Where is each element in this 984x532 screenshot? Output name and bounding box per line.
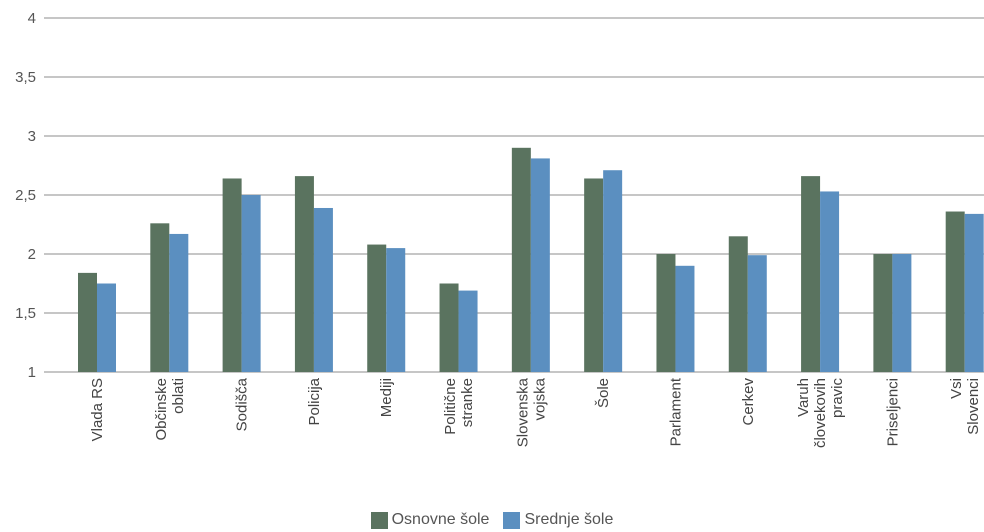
y-tick-label: 4: [28, 10, 36, 27]
x-tick-label: Parlament: [667, 377, 684, 446]
bar-osnovne: [801, 176, 821, 372]
bar-osnovne: [728, 236, 748, 372]
bar-osnovne: [78, 272, 97, 372]
bar-srednje: [241, 195, 261, 372]
x-tick-label: Občinske oblati: [153, 378, 187, 441]
y-tick-label: 1,5: [15, 305, 36, 322]
bar-osnovne: [873, 254, 893, 372]
x-tick-label-line: oblati: [170, 378, 187, 414]
legend-swatch-srednje: [503, 511, 521, 529]
x-tick-label: Vsi Slovenci: [948, 378, 982, 435]
legend-label-srednje: Srednje šole: [524, 511, 614, 528]
bar-srednje: [820, 191, 840, 372]
legend-item-osnovne: Osnovne šole: [370, 511, 490, 529]
legend: Osnovne šole Srednje šole: [0, 508, 984, 532]
x-tick-label-line: Priseljenci: [884, 378, 901, 446]
bar-osnovne: [294, 176, 314, 372]
bar-osnovne: [150, 223, 170, 372]
bar-srednje: [603, 170, 623, 372]
x-tick-label-line: Parlament: [667, 377, 684, 446]
x-tick-label-line: Slovenska: [514, 377, 531, 447]
bar-osnovne: [439, 283, 459, 372]
x-tick-label: Policija: [306, 377, 323, 425]
bar-chart: 1 1,5 2 2,5 3 3,5 4 Vlada RS Občinske oblati Sodiš…: [15, 10, 984, 449]
bar-srednje: [169, 233, 189, 372]
x-tick-label: Priseljenci: [884, 378, 901, 446]
y-tick-label: 2: [28, 246, 36, 263]
bar-srednje: [747, 255, 767, 372]
x-tick-label-line: Policija: [306, 377, 323, 425]
legend-swatch-osnovne: [370, 511, 388, 529]
x-tick-label-line: Vlada RS: [89, 378, 106, 441]
x-tick-label-line: Politične: [442, 378, 459, 435]
y-tick-label: 3,5: [15, 69, 36, 86]
x-tick-label-line: Varuh: [795, 378, 812, 417]
x-tick-label-line: stranke: [459, 378, 476, 427]
bar-osnovne: [945, 211, 965, 372]
x-tick-label-line: Sodišča: [234, 377, 251, 431]
x-tick-label: Slovenska vojska: [514, 377, 548, 447]
bar-srednje: [458, 290, 478, 372]
bar-osnovne: [222, 178, 242, 372]
bar-srednje: [964, 213, 984, 372]
x-tick-label: Vlada RS: [89, 378, 106, 441]
x-tick-label-line: Občinske: [153, 378, 170, 441]
x-tick-label: Mediji: [378, 378, 395, 417]
bar-srednje: [313, 207, 333, 372]
bar-osnovne: [511, 147, 531, 372]
y-tick-label: 1: [28, 364, 36, 381]
x-tick-label-line: pravic: [829, 378, 846, 419]
x-tick-label: Sodišča: [234, 377, 251, 431]
bar-srednje: [675, 265, 695, 372]
bar-osnovne: [584, 178, 604, 372]
x-tick-label-line: Mediji: [378, 378, 395, 417]
bar-srednje: [530, 158, 550, 372]
bar-srednje: [97, 283, 116, 372]
y-tick-label: 2,5: [15, 187, 36, 204]
bar-osnovne: [367, 244, 387, 372]
legend-label-osnovne: Osnovne šole: [391, 511, 490, 528]
x-tick-label: Šole: [595, 378, 612, 408]
legend-item-srednje: Srednje šole: [503, 511, 613, 529]
bar-srednje: [892, 254, 912, 372]
x-tick-label: Varuh človekovih pravic: [795, 378, 846, 449]
x-tick-label-line: Vsi: [948, 378, 965, 399]
y-tick-label: 3: [28, 128, 36, 145]
bar-osnovne: [656, 254, 676, 372]
x-tick-label: Cerkev: [740, 378, 757, 426]
x-tick-label-line: vojska: [531, 377, 548, 420]
x-tick-label-line: človekovih: [812, 378, 829, 448]
bar-srednje: [386, 248, 406, 372]
x-tick-label-line: Slovenci: [965, 378, 982, 435]
x-tick-label-line: Cerkev: [740, 378, 757, 426]
x-tick-label: Politične stranke: [442, 378, 476, 435]
x-tick-label-line: Šole: [595, 378, 612, 408]
